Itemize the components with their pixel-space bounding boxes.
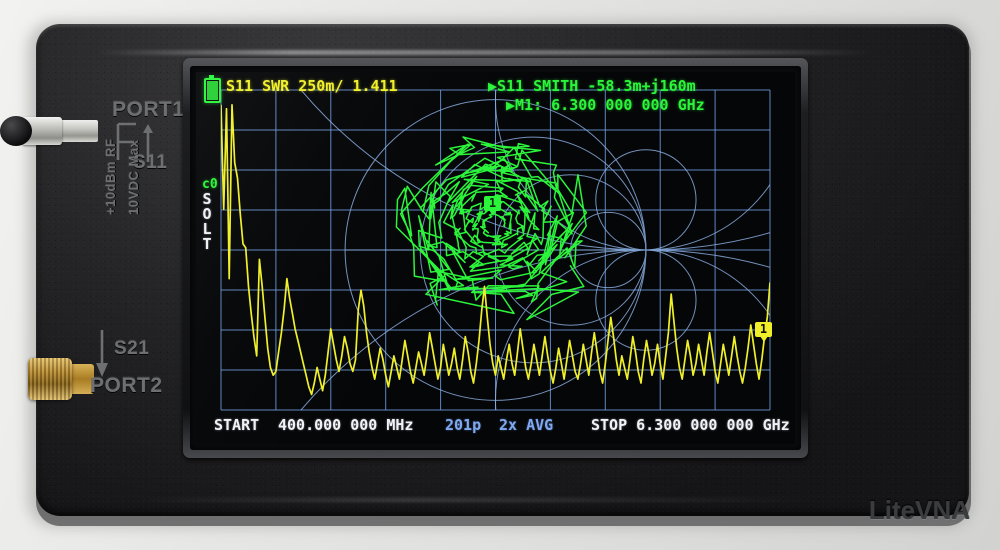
stop-frequency[interactable]: STOP 6.300 000 000 GHz [591, 416, 790, 434]
lcd-display[interactable]: S11 SWR 250m/ 1.411 ▶S11 SMITH -58.3m+j1… [196, 72, 795, 444]
s11-label: S11 [133, 152, 168, 173]
port1-sma-barrel [56, 120, 98, 142]
vna-plot-canvas[interactable] [196, 72, 795, 444]
port2-label: PORT2 [90, 374, 163, 397]
smith-trace-layer [395, 136, 588, 321]
port1-label: PORT1 [112, 98, 185, 121]
case-bottom-highlight [126, 498, 826, 502]
port2-sma-gold-body [28, 358, 72, 400]
port2-direction-arrow-icon [96, 330, 108, 377]
sweep-points[interactable]: 201p [445, 416, 482, 434]
averaging-setting[interactable]: 2x AVG [499, 416, 554, 434]
swr-trace-layer [221, 103, 770, 396]
battery-fill [207, 81, 218, 100]
marker-readout[interactable]: ▶M1: 6.300 000 000 GHz [506, 96, 705, 114]
battery-icon [204, 75, 221, 103]
smith-marker-badge[interactable]: 1 [484, 196, 501, 216]
start-frequency[interactable]: 400.000 000 MHz [278, 416, 414, 434]
brand-logo: LiteVNA [868, 495, 970, 525]
cal-slot-label[interactable]: c0 [202, 177, 218, 192]
trace2-legend[interactable]: ▶S11 SMITH -58.3m+j160m [488, 77, 696, 95]
port1-protective-cap [0, 116, 32, 146]
cal-methods-label[interactable]: SOLT [198, 190, 216, 250]
start-label: START [214, 416, 260, 434]
swr-marker-badge[interactable]: 1 [755, 322, 772, 342]
port1-direction-arrow-icon [116, 122, 153, 162]
case-top-highlight [96, 50, 876, 55]
s21-label: S21 [114, 338, 150, 359]
trace1-legend[interactable]: S11 SWR 250m/ 1.411 [226, 77, 398, 95]
port2-sma-knurling [28, 358, 72, 400]
